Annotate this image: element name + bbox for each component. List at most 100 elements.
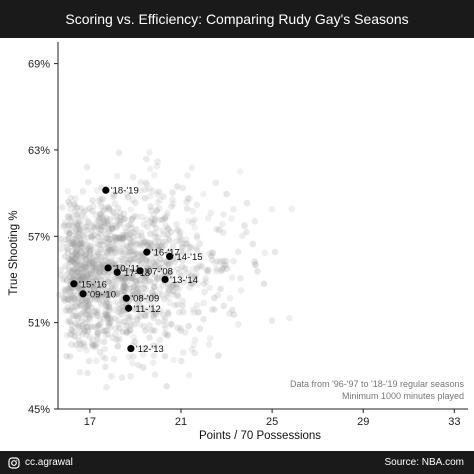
background-point [213, 268, 220, 275]
y-tick-label: 63% [28, 145, 50, 157]
background-point [107, 314, 114, 322]
background-point [104, 234, 111, 242]
background-point [139, 235, 146, 242]
background-point [122, 322, 130, 329]
background-point [156, 336, 164, 344]
background-point [106, 216, 114, 223]
background-point [129, 239, 137, 246]
background-point [156, 291, 163, 298]
background-point [81, 278, 89, 285]
background-point [147, 240, 155, 247]
background-point [154, 242, 161, 250]
season-label: '11-'12 [134, 304, 161, 315]
background-point [87, 260, 94, 268]
background-point [203, 266, 210, 274]
background-point [177, 228, 184, 236]
background-point [78, 239, 85, 247]
background-point [78, 258, 86, 266]
background-point [165, 262, 172, 269]
background-point [141, 312, 148, 319]
background-point [161, 263, 168, 270]
background-point [64, 318, 71, 325]
background-point [116, 234, 123, 241]
background-point [164, 290, 171, 297]
background-point [89, 223, 97, 230]
background-point [142, 274, 149, 282]
background-point [133, 213, 141, 220]
background-point [70, 241, 78, 248]
background-point [62, 263, 69, 270]
background-point [91, 262, 98, 270]
background-point [77, 241, 84, 248]
season-label: '13-'14 [170, 275, 198, 286]
background-point [91, 286, 98, 293]
background-point [76, 235, 84, 243]
background-point [192, 274, 199, 282]
background-point [78, 341, 85, 349]
background-point [129, 214, 137, 221]
background-point [152, 261, 159, 268]
background-point [111, 306, 118, 314]
background-point [96, 237, 104, 244]
background-point [84, 307, 91, 315]
season-label: '09-'10 [88, 289, 116, 300]
background-point [103, 311, 110, 319]
background-point [104, 250, 111, 257]
note-line-1: Data from '96-'97 to '18-'19 regular sea… [290, 379, 464, 389]
background-point [202, 275, 209, 282]
background-point [186, 243, 194, 251]
background-point [133, 285, 140, 293]
background-point [193, 302, 201, 309]
background-point [106, 319, 113, 327]
background-point [102, 234, 110, 241]
background-point [99, 195, 106, 203]
background-point [86, 248, 94, 255]
background-point [76, 261, 83, 268]
background-point [175, 285, 183, 292]
background-point [83, 347, 90, 354]
background-point [152, 272, 159, 279]
background-point [83, 315, 90, 323]
background-point [91, 308, 98, 315]
background-point [235, 321, 242, 328]
background-point [195, 308, 202, 316]
background-point [271, 248, 279, 256]
background-point [84, 299, 91, 307]
background-point [84, 234, 92, 241]
background-point [183, 198, 190, 206]
background-point [171, 281, 178, 288]
background-point [126, 256, 134, 263]
background-point [150, 326, 157, 334]
background-point [156, 265, 163, 273]
background-point [111, 200, 119, 207]
background-point [230, 311, 238, 319]
background-point [126, 231, 134, 238]
background-point [92, 257, 99, 264]
background-point [66, 317, 73, 324]
background-point [105, 307, 112, 315]
background-point [119, 235, 127, 243]
background-point [179, 279, 187, 286]
background-point [94, 295, 101, 302]
background-point [127, 241, 135, 248]
background-point [71, 258, 79, 266]
background-point [71, 268, 78, 275]
background-point [65, 198, 72, 206]
background-point [97, 214, 104, 222]
background-point [286, 314, 293, 322]
background-point [115, 308, 123, 316]
background-point [174, 226, 181, 233]
background-point [142, 327, 149, 334]
background-point [168, 321, 175, 328]
background-point [153, 163, 161, 170]
background-point [108, 245, 115, 253]
background-point [133, 278, 140, 285]
background-point [147, 230, 155, 237]
background-point [100, 327, 108, 335]
background-point [222, 262, 229, 269]
background-point [127, 326, 134, 334]
background-point [66, 201, 74, 208]
background-point [190, 341, 198, 349]
background-point [151, 293, 159, 300]
background-point [82, 253, 89, 260]
